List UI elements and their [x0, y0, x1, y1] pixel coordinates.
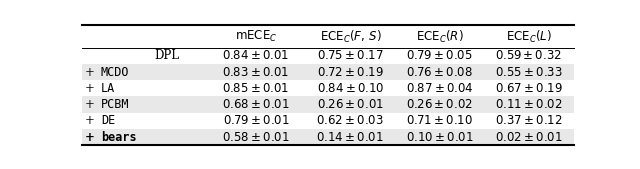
Text: PCBM: PCBM: [101, 98, 129, 111]
Text: $0.72 \pm 0.19$: $0.72 \pm 0.19$: [317, 66, 384, 79]
Text: MCDO: MCDO: [101, 66, 129, 79]
Text: $0.67 \pm 0.19$: $0.67 \pm 0.19$: [495, 82, 563, 95]
Text: $\mathrm{mECE}_{C}$: $\mathrm{mECE}_{C}$: [235, 29, 277, 44]
Text: $0.79 \pm 0.01$: $0.79 \pm 0.01$: [223, 114, 289, 127]
Text: +: +: [85, 66, 97, 79]
Text: $0.71 \pm 0.10$: $0.71 \pm 0.10$: [406, 114, 473, 127]
Text: $0.79 \pm 0.05$: $0.79 \pm 0.05$: [406, 49, 473, 62]
Text: $0.58 \pm 0.01$: $0.58 \pm 0.01$: [222, 131, 290, 144]
Text: $0.87 \pm 0.04$: $0.87 \pm 0.04$: [406, 82, 474, 95]
Text: +: +: [85, 82, 97, 95]
Text: DE: DE: [101, 114, 115, 127]
Bar: [83, 129, 573, 145]
Text: $0.75 \pm 0.17$: $0.75 \pm 0.17$: [317, 49, 384, 62]
Text: $0.14 \pm 0.01$: $0.14 \pm 0.01$: [317, 131, 384, 144]
Text: $0.11 \pm 0.02$: $0.11 \pm 0.02$: [495, 98, 563, 111]
Text: +: +: [85, 114, 97, 127]
Text: +: +: [85, 131, 97, 144]
Text: LA: LA: [101, 82, 115, 95]
Bar: [83, 64, 573, 80]
Text: $0.37 \pm 0.12$: $0.37 \pm 0.12$: [495, 114, 563, 127]
Text: $0.84 \pm 0.01$: $0.84 \pm 0.01$: [223, 49, 290, 62]
Text: DPL: DPL: [154, 49, 179, 62]
Text: $0.59 \pm 0.32$: $0.59 \pm 0.32$: [495, 49, 563, 62]
Text: $0.26 \pm 0.01$: $0.26 \pm 0.01$: [317, 98, 384, 111]
Text: $0.85 \pm 0.01$: $0.85 \pm 0.01$: [223, 82, 290, 95]
Text: $0.84 \pm 0.10$: $0.84 \pm 0.10$: [317, 82, 384, 95]
Text: $\mathrm{ECE}_{C}(F,\, S)$: $\mathrm{ECE}_{C}(F,\, S)$: [319, 29, 381, 45]
Text: $0.55 \pm 0.33$: $0.55 \pm 0.33$: [495, 66, 563, 79]
Text: $0.62 \pm 0.03$: $0.62 \pm 0.03$: [316, 114, 384, 127]
Text: $0.68 \pm 0.01$: $0.68 \pm 0.01$: [222, 98, 290, 111]
Text: $0.83 \pm 0.01$: $0.83 \pm 0.01$: [223, 66, 290, 79]
Text: $0.76 \pm 0.08$: $0.76 \pm 0.08$: [406, 66, 473, 79]
Text: $\mathrm{ECE}_{C}(L)$: $\mathrm{ECE}_{C}(L)$: [506, 29, 552, 45]
Bar: [83, 96, 573, 113]
Text: +: +: [85, 98, 97, 111]
Text: bears: bears: [101, 131, 136, 144]
Text: $0.10 \pm 0.01$: $0.10 \pm 0.01$: [406, 131, 474, 144]
Text: $0.26 \pm 0.02$: $0.26 \pm 0.02$: [406, 98, 473, 111]
Text: $0.02 \pm 0.01$: $0.02 \pm 0.01$: [495, 131, 563, 144]
Text: $\mathrm{ECE}_{C}(R)$: $\mathrm{ECE}_{C}(R)$: [416, 29, 463, 45]
